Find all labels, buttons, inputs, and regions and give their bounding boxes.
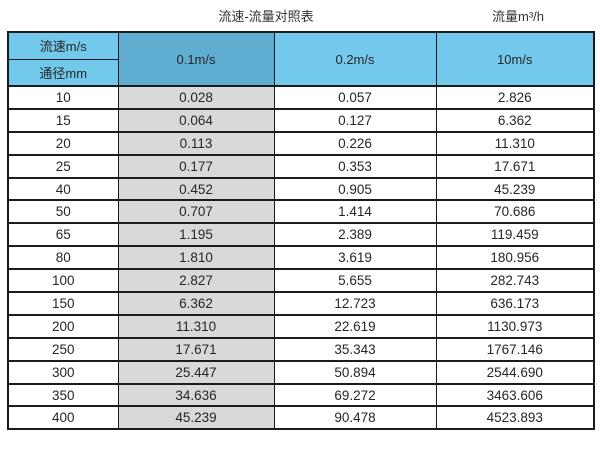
table-row: 20 0.113 0.226 11.310 (7, 130, 595, 156)
flow-value-cell: 2.389 (273, 222, 437, 248)
flow-value-cell: 12.723 (273, 291, 437, 316)
flow-rate-table: 流速m/s 0.1m/s 0.2m/s 10m/s 通径mm 10 0.028 0.… (7, 31, 595, 431)
flow-value-cell: 282.743 (435, 268, 595, 294)
diameter-cell: 40 (7, 176, 119, 202)
table-body: 10 0.028 0.057 2.826 15 0.064 0.127 6.362 20 0.11… (7, 85, 595, 431)
diameter-cell: 65 (7, 222, 119, 248)
flow-value-cell: 2.827 (117, 268, 275, 294)
flow-value-cell: 0.177 (117, 153, 275, 179)
table-row: 50 0.707 1.414 70.686 (7, 199, 595, 225)
table-row: 80 1.810 3.619 180.956 (7, 245, 595, 271)
flow-value-cell: 17.671 (117, 336, 275, 362)
table-row: 400 45.239 90.478 4523.893 (7, 405, 595, 431)
table-row: 10 0.028 0.057 2.826 (7, 85, 595, 110)
table-row: 40 0.452 0.905 45.239 (7, 176, 595, 202)
flow-value-cell: 35.343 (273, 336, 437, 362)
diameter-cell: 400 (7, 405, 119, 431)
velocity-header-cell: 流速m/s (7, 31, 119, 60)
flow-value-cell: 11.310 (117, 313, 275, 339)
table-row: 200 11.310 22.619 1130.973 (7, 313, 595, 339)
flow-value-cell: 180.956 (435, 245, 595, 271)
flow-value-cell: 1767.146 (435, 336, 595, 362)
flow-value-cell: 0.113 (117, 130, 275, 156)
flow-value-cell: 11.310 (435, 130, 595, 156)
flow-value-cell: 0.905 (273, 176, 437, 202)
table-row: 150 6.362 12.723 636.173 (7, 291, 595, 316)
diameter-cell: 10 (7, 85, 119, 110)
flow-value-cell: 70.686 (435, 199, 595, 225)
flow-value-cell: 0.064 (117, 107, 275, 133)
diameter-cell: 350 (7, 382, 119, 408)
diameter-cell: 100 (7, 268, 119, 294)
diameter-cell: 300 (7, 359, 119, 385)
table-row: 100 2.827 5.655 282.743 (7, 268, 595, 294)
diameter-header-cell: 通径mm (7, 58, 119, 87)
flow-value-cell: 1130.973 (435, 313, 595, 339)
speed-header-cell: 0.2m/s (273, 31, 437, 87)
diameter-cell: 150 (7, 291, 119, 316)
flow-value-cell: 1.810 (117, 245, 275, 271)
diameter-cell: 25 (7, 153, 119, 179)
diameter-cell: 250 (7, 336, 119, 362)
flow-value-cell: 1.195 (117, 222, 275, 248)
speed-header-cell: 0.1m/s (117, 31, 275, 87)
table-row: 350 34.636 69.272 3463.606 (7, 382, 595, 408)
flow-value-cell: 25.447 (117, 359, 275, 385)
flow-value-cell: 2544.690 (435, 359, 595, 385)
diameter-cell: 80 (7, 245, 119, 271)
table-row: 65 1.195 2.389 119.459 (7, 222, 595, 248)
diameter-cell: 15 (7, 107, 119, 133)
table-row: 300 25.447 50.894 2544.690 (7, 359, 595, 385)
flow-value-cell: 119.459 (435, 222, 595, 248)
flow-value-cell: 1.414 (273, 199, 437, 225)
flow-value-cell: 0.707 (117, 199, 275, 225)
flow-value-cell: 69.272 (273, 382, 437, 408)
diameter-cell: 50 (7, 199, 119, 225)
flow-value-cell: 0.127 (273, 107, 437, 133)
flow-value-cell: 34.636 (117, 382, 275, 408)
flow-value-cell: 0.057 (273, 85, 437, 110)
flow-unit-label: 流量m³/h (491, 9, 545, 24)
table-header: 流速m/s 0.1m/s 0.2m/s 10m/s 通径mm (7, 31, 595, 87)
flow-value-cell: 0.028 (117, 85, 275, 110)
table-title: 流速-流量对照表 (218, 9, 314, 24)
flow-value-cell: 22.619 (273, 313, 437, 339)
table-row: 15 0.064 0.127 6.362 (7, 107, 595, 133)
flow-value-cell: 4523.893 (435, 405, 595, 431)
flow-value-cell: 50.894 (273, 359, 437, 385)
flow-value-cell: 0.226 (273, 130, 437, 156)
table-row: 25 0.177 0.353 17.671 (7, 153, 595, 179)
diameter-cell: 20 (7, 130, 119, 156)
flow-value-cell: 2.826 (435, 85, 595, 110)
flow-value-cell: 45.239 (117, 405, 275, 431)
flow-value-cell: 6.362 (117, 291, 275, 316)
table-row: 250 17.671 35.343 1767.146 (7, 336, 595, 362)
flow-value-cell: 6.362 (435, 107, 595, 133)
flow-value-cell: 0.452 (117, 176, 275, 202)
flow-value-cell: 90.478 (273, 405, 437, 431)
speed-header-cell: 10m/s (435, 31, 595, 87)
flow-value-cell: 3463.606 (435, 382, 595, 408)
flow-value-cell: 3.619 (273, 245, 437, 271)
flow-value-cell: 17.671 (435, 153, 595, 179)
flow-value-cell: 5.655 (273, 268, 437, 294)
flow-value-cell: 636.173 (435, 291, 595, 316)
flow-value-cell: 0.353 (273, 153, 437, 179)
diameter-cell: 200 (7, 313, 119, 339)
flow-value-cell: 45.239 (435, 176, 595, 202)
